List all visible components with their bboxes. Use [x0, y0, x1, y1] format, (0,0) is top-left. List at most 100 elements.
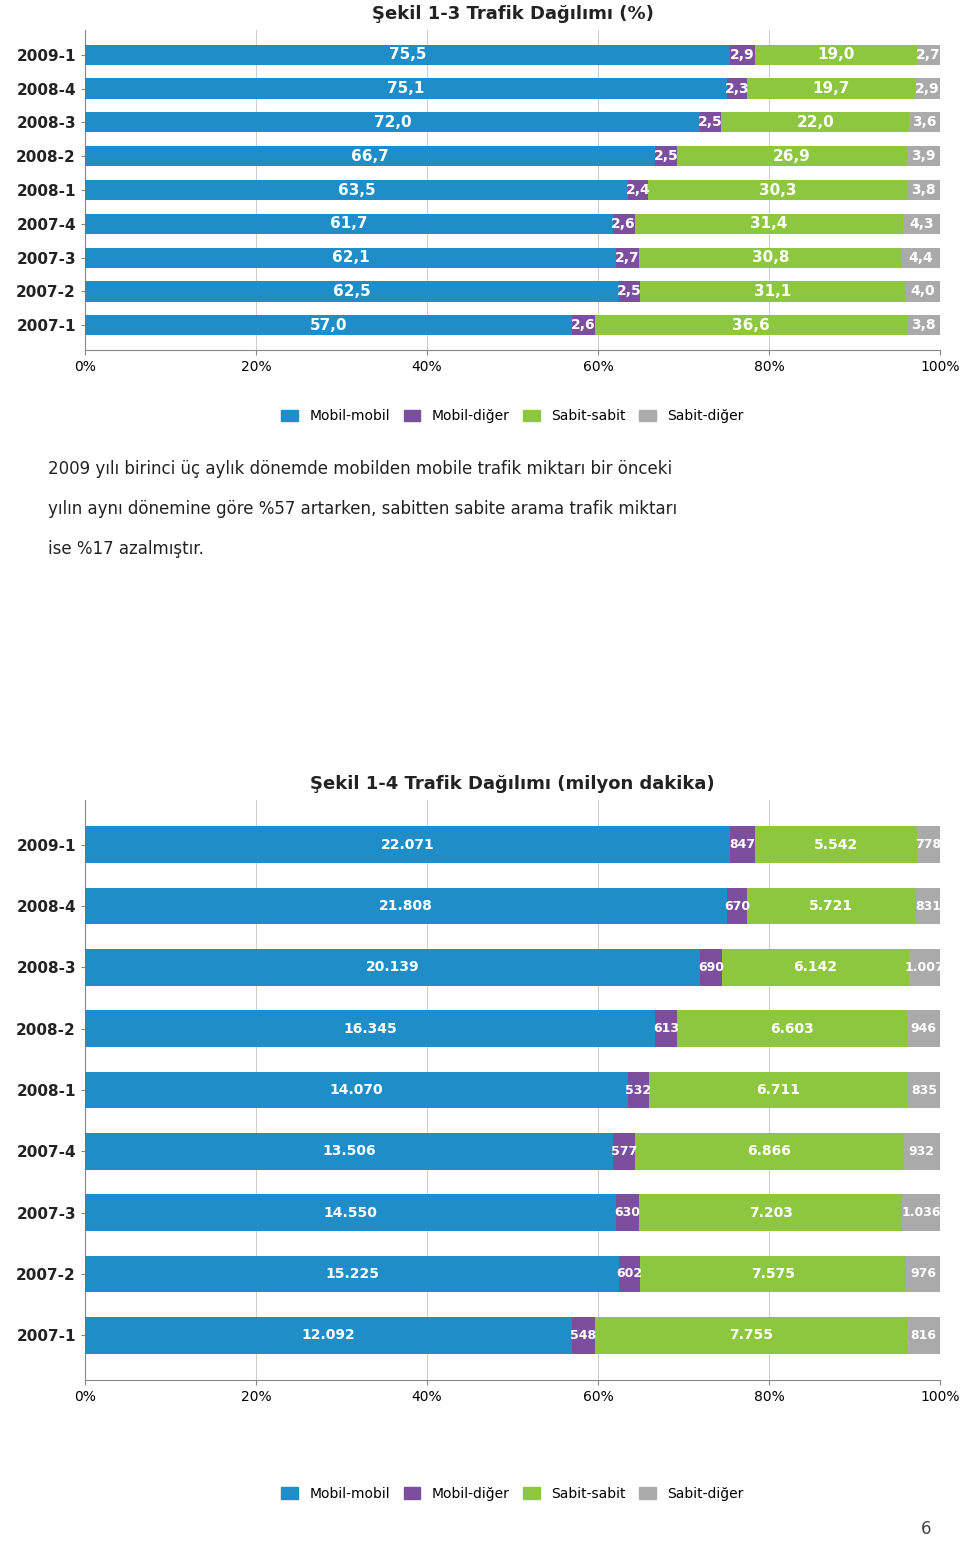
Bar — [85, 1194, 616, 1232]
Bar — [594, 315, 907, 335]
Bar — [648, 181, 907, 201]
Bar — [639, 248, 902, 268]
Bar — [85, 45, 730, 65]
Bar — [85, 248, 616, 268]
Bar — [917, 45, 940, 65]
Bar — [85, 315, 572, 335]
Text: 16.345: 16.345 — [344, 1021, 397, 1035]
Text: 6.142: 6.142 — [793, 961, 837, 975]
Bar — [85, 1010, 656, 1046]
Bar — [728, 887, 747, 925]
Text: 2,6: 2,6 — [612, 216, 636, 230]
Text: 75,1: 75,1 — [388, 81, 424, 97]
Bar — [903, 213, 940, 234]
Text: 831: 831 — [915, 900, 941, 912]
Text: 932: 932 — [909, 1144, 935, 1158]
Bar — [747, 887, 916, 925]
Text: 75,5: 75,5 — [389, 47, 426, 62]
Text: 2,5: 2,5 — [698, 115, 723, 129]
Text: 30,8: 30,8 — [752, 251, 789, 265]
Bar — [619, 282, 640, 302]
Text: 2,4: 2,4 — [626, 184, 651, 198]
Text: 5.542: 5.542 — [814, 838, 858, 852]
Bar — [906, 282, 940, 302]
Text: 2,3: 2,3 — [725, 81, 749, 95]
Text: ise %17 azalmıştır.: ise %17 azalmıştır. — [48, 540, 204, 557]
Text: 63,5: 63,5 — [338, 182, 375, 198]
Text: 2,9: 2,9 — [730, 48, 755, 62]
Text: 62,1: 62,1 — [331, 251, 370, 265]
Bar — [594, 1317, 907, 1353]
Bar — [635, 213, 903, 234]
Text: 30,3: 30,3 — [759, 182, 797, 198]
Text: 847: 847 — [730, 838, 756, 852]
Text: 3,6: 3,6 — [912, 115, 937, 129]
Bar — [85, 213, 612, 234]
Text: 15.225: 15.225 — [325, 1267, 379, 1281]
Text: 57,0: 57,0 — [310, 318, 348, 333]
Bar — [656, 1010, 677, 1046]
Bar — [907, 181, 940, 201]
Text: 5.721: 5.721 — [809, 898, 853, 912]
Bar — [572, 315, 594, 335]
Bar — [636, 1133, 903, 1169]
Text: 4,0: 4,0 — [911, 285, 935, 299]
Bar — [916, 887, 940, 925]
Text: 532: 532 — [625, 1084, 652, 1096]
Bar — [85, 827, 731, 863]
Text: 6.603: 6.603 — [770, 1021, 814, 1035]
Text: 4,3: 4,3 — [909, 216, 934, 230]
Bar — [908, 1071, 940, 1109]
Bar — [730, 45, 755, 65]
Bar — [907, 1010, 940, 1046]
Bar — [909, 948, 940, 986]
Bar — [906, 146, 940, 167]
Text: 6.866: 6.866 — [748, 1144, 791, 1158]
Text: 1.007: 1.007 — [904, 961, 945, 973]
Bar — [649, 1071, 908, 1109]
Bar — [903, 1133, 940, 1169]
Bar — [619, 1255, 640, 1292]
Text: 19,7: 19,7 — [812, 81, 850, 97]
Bar — [902, 1194, 940, 1232]
Text: 3,8: 3,8 — [911, 184, 936, 198]
Title: Şekil 1-4 Trafik Dağılımı (milyon dakika): Şekil 1-4 Trafik Dağılımı (milyon dakika… — [310, 775, 715, 793]
Bar — [909, 112, 940, 132]
Text: 7.755: 7.755 — [729, 1328, 773, 1342]
Text: 7.203: 7.203 — [749, 1205, 793, 1219]
Bar — [85, 1255, 619, 1292]
Bar — [572, 1317, 594, 1353]
Bar — [747, 78, 915, 98]
Bar — [701, 948, 722, 986]
Bar — [616, 248, 639, 268]
Bar — [85, 1071, 628, 1109]
Bar — [721, 112, 909, 132]
Bar — [85, 948, 701, 986]
Bar — [656, 146, 677, 167]
Text: 14.550: 14.550 — [324, 1205, 377, 1219]
Bar — [85, 112, 700, 132]
Text: 3,9: 3,9 — [911, 149, 936, 163]
Bar — [756, 827, 917, 863]
Text: 946: 946 — [910, 1023, 937, 1035]
Text: 62,5: 62,5 — [333, 283, 371, 299]
Text: 72,0: 72,0 — [373, 115, 411, 129]
Text: 66,7: 66,7 — [351, 148, 389, 163]
Bar — [639, 1194, 902, 1232]
Text: 22.071: 22.071 — [381, 838, 435, 852]
Text: 12.092: 12.092 — [301, 1328, 355, 1342]
Text: 2,7: 2,7 — [615, 251, 639, 265]
Text: 613: 613 — [653, 1023, 679, 1035]
Text: 19,0: 19,0 — [817, 47, 854, 62]
Text: 31,1: 31,1 — [755, 283, 792, 299]
Bar — [85, 282, 619, 302]
Text: 976: 976 — [910, 1267, 936, 1280]
Bar — [85, 1133, 612, 1169]
Bar — [906, 1255, 940, 1292]
Bar — [677, 146, 906, 167]
Text: 2,6: 2,6 — [571, 318, 596, 332]
Bar — [85, 146, 656, 167]
Title: Şekil 1-3 Trafik Dağılımı (%): Şekil 1-3 Trafik Dağılımı (%) — [372, 5, 654, 23]
Text: 778: 778 — [916, 838, 942, 852]
Legend: Mobil-mobil, Mobil-diğer, Sabit-sabit, Sabit-diğer: Mobil-mobil, Mobil-diğer, Sabit-sabit, S… — [281, 1487, 744, 1501]
